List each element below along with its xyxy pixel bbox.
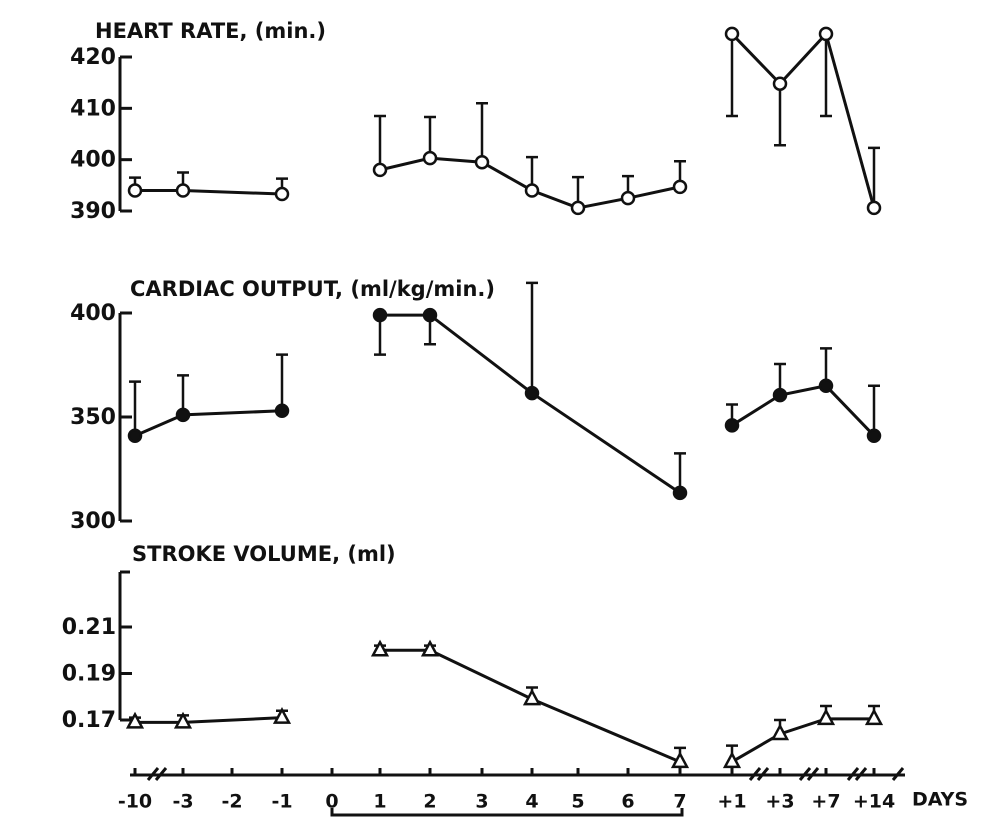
x-tick-label: -1 bbox=[271, 791, 292, 813]
y-tick-label: 400 bbox=[70, 301, 116, 326]
x-tick-label: 2 bbox=[423, 791, 436, 813]
y-tick-label: 410 bbox=[70, 96, 116, 121]
x-tick-label: +3 bbox=[765, 791, 794, 813]
series-line bbox=[731, 717, 874, 764]
marker bbox=[524, 385, 540, 401]
marker bbox=[772, 76, 788, 91]
y-tick-label: 0.21 bbox=[62, 615, 116, 640]
marker bbox=[372, 162, 388, 178]
y-tick-label: 420 bbox=[70, 45, 116, 70]
error-bar bbox=[820, 33, 832, 118]
series-line bbox=[731, 384, 876, 437]
marker bbox=[620, 190, 636, 206]
x-tick-label: 1 bbox=[373, 791, 386, 813]
marker bbox=[866, 428, 882, 443]
y-tick-label: 300 bbox=[70, 509, 116, 534]
marker bbox=[724, 26, 740, 42]
series-line bbox=[380, 648, 681, 764]
marker bbox=[274, 403, 290, 419]
marker bbox=[772, 387, 788, 403]
x-tick-label: 0 bbox=[325, 791, 338, 813]
marker bbox=[127, 428, 143, 443]
x-tick-label: -2 bbox=[221, 791, 242, 813]
y-tick-label: 0.19 bbox=[62, 662, 116, 687]
marker bbox=[818, 26, 834, 42]
error-bar bbox=[726, 33, 738, 118]
error-bar bbox=[774, 83, 786, 147]
marker bbox=[125, 711, 145, 729]
marker bbox=[724, 418, 740, 433]
y-tick-label: 390 bbox=[70, 199, 116, 224]
marker bbox=[818, 378, 834, 394]
marker bbox=[274, 186, 290, 202]
x-tick-label: 3 bbox=[475, 791, 488, 813]
error-bar bbox=[374, 114, 386, 170]
y-tick-label: 400 bbox=[70, 148, 116, 173]
error-bar bbox=[476, 101, 488, 163]
x-tick-label: +7 bbox=[811, 791, 840, 813]
error-bar bbox=[526, 281, 538, 394]
series-line bbox=[135, 188, 283, 196]
marker bbox=[816, 708, 836, 726]
marker bbox=[372, 307, 388, 323]
x-tick-label: +1 bbox=[717, 791, 746, 813]
x-tick-label: 5 bbox=[571, 791, 584, 813]
marker bbox=[522, 688, 542, 706]
marker bbox=[570, 200, 586, 216]
marker bbox=[175, 183, 191, 198]
marker bbox=[173, 711, 193, 729]
marker bbox=[422, 307, 438, 323]
x-tick-label: 6 bbox=[621, 791, 634, 813]
x-tick-label: -10 bbox=[118, 791, 152, 813]
y-tick-label: 350 bbox=[70, 405, 116, 430]
x-tick-label: -3 bbox=[172, 791, 193, 813]
marker bbox=[175, 407, 191, 423]
x-axis-label: DAYS bbox=[912, 789, 968, 811]
error-bar bbox=[276, 353, 288, 411]
marker bbox=[524, 183, 540, 198]
x-tick-label: +14 bbox=[853, 791, 895, 813]
error-bar bbox=[129, 380, 141, 436]
series-line bbox=[135, 716, 283, 724]
marker bbox=[420, 639, 440, 657]
series-line bbox=[380, 313, 681, 495]
series-line bbox=[379, 156, 681, 210]
marker bbox=[866, 200, 882, 216]
series-line bbox=[134, 409, 283, 438]
marker bbox=[672, 485, 688, 501]
error-bar bbox=[868, 146, 880, 208]
panel-title: CARDIAC OUTPUT, (ml/kg/min.) bbox=[130, 277, 495, 301]
panel-title: HEART RATE, (min.) bbox=[95, 19, 326, 43]
marker bbox=[422, 150, 438, 166]
marker bbox=[474, 154, 490, 170]
series-line bbox=[730, 30, 876, 209]
marker bbox=[770, 723, 790, 741]
marker bbox=[672, 179, 688, 195]
marker bbox=[670, 751, 690, 769]
y-tick-label: 0.17 bbox=[62, 708, 116, 733]
x-tick-label: 7 bbox=[673, 791, 686, 813]
error-bar bbox=[868, 384, 880, 436]
x-tick-label: 4 bbox=[525, 791, 538, 813]
bracket bbox=[330, 808, 684, 817]
panel-title: STROKE VOLUME, (ml) bbox=[132, 542, 396, 566]
marker bbox=[722, 751, 742, 769]
marker bbox=[370, 639, 390, 657]
marker bbox=[272, 707, 292, 724]
marker bbox=[127, 183, 143, 198]
marker bbox=[864, 708, 884, 726]
